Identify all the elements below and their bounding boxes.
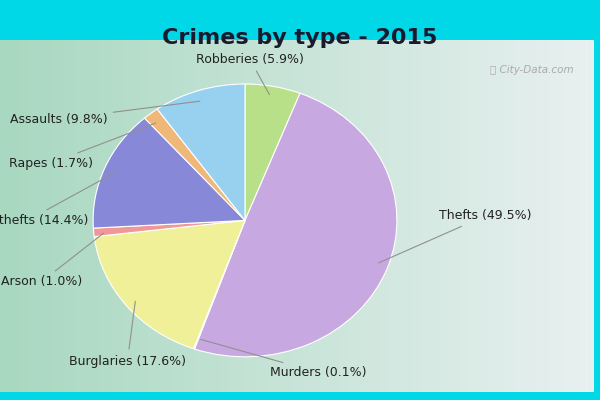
Text: Burglaries (17.6%): Burglaries (17.6%) xyxy=(69,301,186,368)
Wedge shape xyxy=(194,220,245,349)
Text: Crimes by type - 2015: Crimes by type - 2015 xyxy=(163,28,437,48)
Wedge shape xyxy=(93,118,245,228)
Text: Arson (1.0%): Arson (1.0%) xyxy=(1,233,104,288)
Text: Robberies (5.9%): Robberies (5.9%) xyxy=(196,53,304,95)
Text: ⓘ City-Data.com: ⓘ City-Data.com xyxy=(490,65,574,75)
Wedge shape xyxy=(94,220,245,237)
Text: Rapes (1.7%): Rapes (1.7%) xyxy=(9,123,156,170)
Wedge shape xyxy=(245,84,300,220)
Text: Thefts (49.5%): Thefts (49.5%) xyxy=(379,210,532,263)
Wedge shape xyxy=(194,93,397,357)
Text: Auto thefts (14.4%): Auto thefts (14.4%) xyxy=(0,173,113,227)
Wedge shape xyxy=(145,109,245,220)
Wedge shape xyxy=(94,220,245,349)
Text: Assaults (9.8%): Assaults (9.8%) xyxy=(10,101,200,126)
Wedge shape xyxy=(157,84,245,220)
Text: Murders (0.1%): Murders (0.1%) xyxy=(201,339,367,379)
